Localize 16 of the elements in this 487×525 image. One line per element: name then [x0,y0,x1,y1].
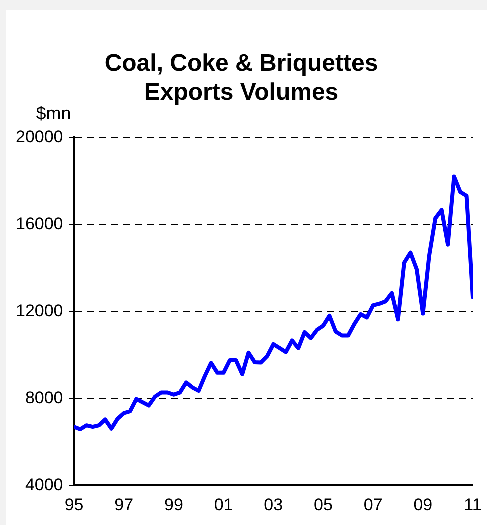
x-tick-label: 95 [64,495,84,514]
y-tick-label: 16000 [16,214,64,234]
x-tick-label: 01 [214,495,234,514]
x-tick-label: 03 [264,495,284,514]
chart-title: Coal, Coke & Briquettes Exports Volumes [104,50,378,106]
y-axis-title: $mn [36,104,72,124]
x-tick-label: 11 [464,495,482,514]
x-tick-label: 97 [114,495,134,514]
x-tick-label: 09 [414,495,433,514]
y-tick-label: 4000 [25,475,64,494]
x-tick-label: 05 [314,495,333,514]
y-tick-label: 20000 [16,127,64,146]
y-tick-label: 12000 [16,301,64,320]
y-tick-label: 8000 [25,388,64,408]
x-tick-label: 07 [364,495,383,514]
x-tick-label: 99 [164,495,184,514]
